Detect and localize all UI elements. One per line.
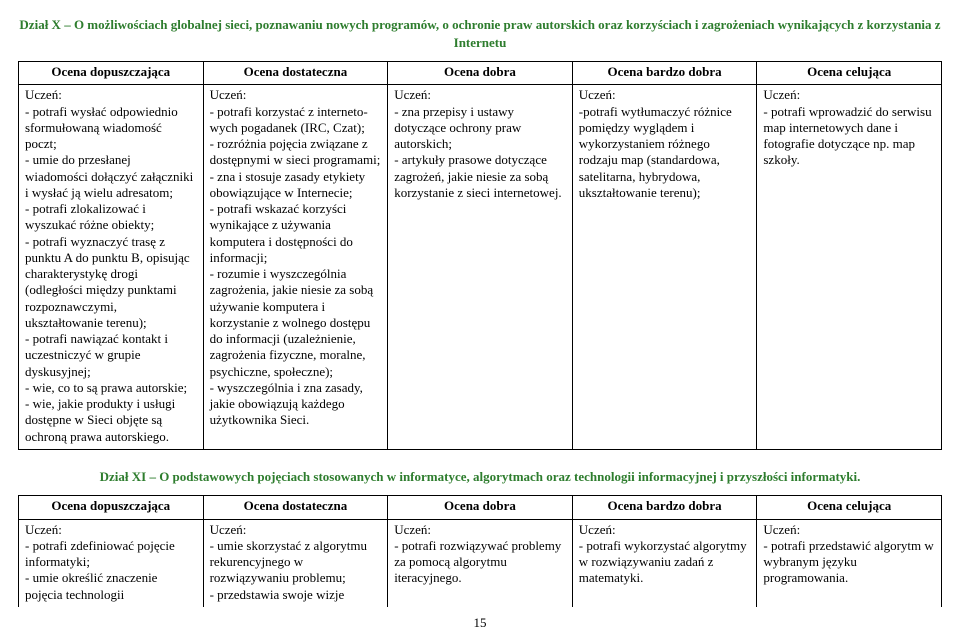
cell-text: Uczeń: - potrafi zdefiniować pojęcie inf… [25,522,197,603]
cell-dostateczna: Uczeń: - umie skorzystać z algorytmu rek… [203,519,388,607]
col-header: Ocena dopuszczająca [19,62,204,85]
section2-body-row: Uczeń: - potrafi zdefiniować pojęcie inf… [19,519,942,607]
cell-dopuszczajaca: Uczeń: - potrafi zdefiniować pojęcie inf… [19,519,204,607]
cell-dostateczna: Uczeń: - potrafi korzystać z interneto-w… [203,85,388,450]
section2-header-row: Ocena dopuszczająca Ocena dostateczna Oc… [19,496,942,519]
cell-text: Uczeń: - zna przepisy i ustawy dotyczące… [394,87,566,201]
section1-table: Ocena dopuszczająca Ocena dostateczna Oc… [18,61,942,450]
col-header: Ocena dobra [388,62,573,85]
col-header: Ocena bardzo dobra [572,62,757,85]
col-header: Ocena celująca [757,496,942,519]
section2-table: Ocena dopuszczająca Ocena dostateczna Oc… [18,495,942,607]
col-header: Ocena celująca [757,62,942,85]
cell-bardzo-dobra: Uczeń: - potrafi wykorzystać algorytmy w… [572,519,757,607]
col-header: Ocena dostateczna [203,496,388,519]
cell-text: Uczeń: -potrafi wytłumaczyć różnice pomi… [579,87,751,201]
cell-celujaca: Uczeń: - potrafi przedstawić algorytm w … [757,519,942,607]
cell-text: Uczeń: - umie skorzystać z algorytmu rek… [210,522,382,603]
cell-bardzo-dobra: Uczeń: -potrafi wytłumaczyć różnice pomi… [572,85,757,450]
section1-body-row: Uczeń: - potrafi wysłać odpowiednio sfor… [19,85,942,450]
cell-text: Uczeń: - potrafi rozwiązywać problemy za… [394,522,566,587]
cell-text: Uczeń: - potrafi przedstawić algorytm w … [763,522,935,587]
cell-dobra: Uczeń: - zna przepisy i ustawy dotyczące… [388,85,573,450]
cell-dobra: Uczeń: - potrafi rozwiązywać problemy za… [388,519,573,607]
cell-dopuszczajaca: Uczeń: - potrafi wysłać odpowiednio sfor… [19,85,204,450]
cell-text: Uczeń: - potrafi korzystać z interneto-w… [210,87,382,428]
cell-celujaca: Uczeń: - potrafi wprowadzić do serwisu m… [757,85,942,450]
section1-header-row: Ocena dopuszczająca Ocena dostateczna Oc… [19,62,942,85]
cell-text: Uczeń: - potrafi wykorzystać algorytmy w… [579,522,751,587]
section1-title: Dział X – O możliwościach globalnej siec… [18,16,942,51]
cell-text: Uczeń: - potrafi wprowadzić do serwisu m… [763,87,935,168]
cell-text: Uczeń: - potrafi wysłać odpowiednio sfor… [25,87,197,445]
col-header: Ocena dobra [388,496,573,519]
col-header: Ocena dopuszczająca [19,496,204,519]
col-header: Ocena dostateczna [203,62,388,85]
col-header: Ocena bardzo dobra [572,496,757,519]
page-number: 15 [18,615,942,631]
section2-title: Dział XI – O podstawowych pojęciach stos… [18,468,942,486]
